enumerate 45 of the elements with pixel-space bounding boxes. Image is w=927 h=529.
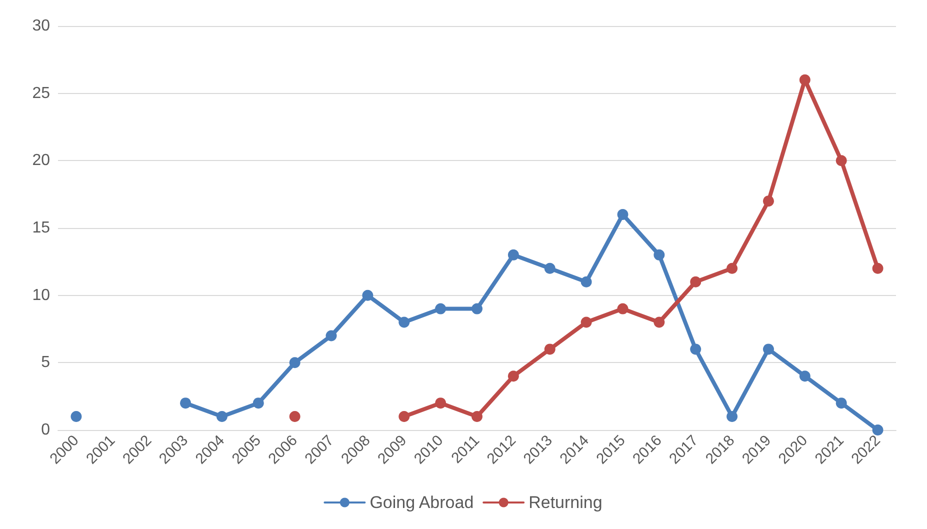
point — [580, 316, 592, 328]
point — [580, 276, 592, 288]
y-tick-label: 5 — [41, 354, 50, 372]
y-tick-label: 10 — [32, 286, 50, 304]
y-tick-label: 20 — [32, 152, 50, 170]
point — [362, 290, 374, 301]
point — [326, 330, 337, 342]
point — [472, 303, 482, 314]
point — [180, 398, 192, 409]
point — [252, 398, 264, 409]
point — [398, 316, 410, 328]
point — [472, 411, 482, 422]
y-tick-label: 15 — [32, 220, 50, 236]
point — [617, 303, 628, 314]
y-tick-label: 30 — [32, 18, 50, 34]
point — [289, 411, 300, 422]
point — [544, 344, 556, 355]
point — [289, 357, 300, 368]
point — [690, 344, 702, 355]
point — [799, 370, 810, 382]
point — [799, 74, 810, 86]
point — [654, 316, 665, 328]
point — [508, 370, 519, 382]
point — [216, 411, 228, 422]
point — [654, 249, 665, 260]
point — [762, 196, 774, 207]
point — [726, 411, 738, 422]
point — [617, 209, 628, 220]
y-tick-label: 0 — [41, 422, 50, 438]
legend-label: Going Abroad — [370, 493, 474, 512]
point — [726, 262, 738, 274]
point — [762, 344, 774, 355]
point — [398, 411, 410, 422]
point — [872, 424, 884, 436]
point — [690, 276, 702, 288]
point — [872, 262, 884, 274]
point — [544, 262, 556, 274]
point — [508, 249, 519, 260]
point — [435, 398, 446, 409]
point — [836, 155, 847, 166]
point — [435, 303, 446, 314]
y-tick-label: 25 — [32, 84, 50, 102]
point — [836, 398, 847, 409]
legend-label: Returning — [528, 493, 602, 512]
point — [70, 411, 82, 422]
